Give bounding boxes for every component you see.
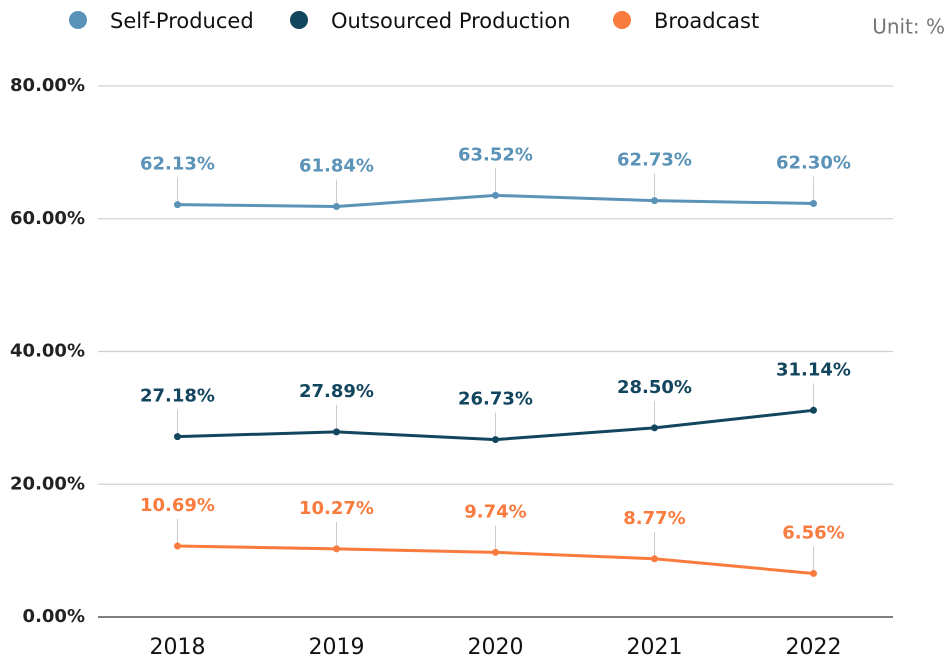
legend-label: Self-Produced <box>110 9 254 33</box>
data-label: 28.50% <box>617 377 692 398</box>
legend-label: Broadcast <box>654 9 759 33</box>
data-point <box>174 433 181 441</box>
y-tick-label: 40.00% <box>10 341 85 362</box>
data-label: 27.89% <box>299 381 374 402</box>
data-point <box>333 545 340 553</box>
x-tick-label: 2021 <box>627 635 683 660</box>
data-point <box>810 199 817 207</box>
data-label: 10.69% <box>140 495 215 516</box>
y-tick-label: 0.00% <box>23 606 85 627</box>
data-point <box>651 555 658 563</box>
data-label: 62.13% <box>140 154 215 175</box>
legend-label: Outsourced Production <box>331 9 571 33</box>
data-point <box>174 201 181 209</box>
legend-marker <box>290 11 308 29</box>
legend-marker <box>613 11 631 29</box>
x-tick-label: 2022 <box>786 635 842 660</box>
data-point <box>174 542 181 550</box>
y-tick-label: 60.00% <box>10 208 85 229</box>
data-point <box>492 436 499 444</box>
data-point <box>810 569 817 577</box>
legend-marker <box>69 11 87 29</box>
data-point <box>492 548 499 556</box>
data-label: 31.14% <box>776 359 851 380</box>
data-label: 62.30% <box>776 152 851 173</box>
data-label: 6.56% <box>782 522 844 543</box>
x-tick-label: 2020 <box>468 635 524 660</box>
y-tick-label: 20.00% <box>10 473 85 494</box>
data-label: 10.27% <box>299 498 374 519</box>
data-label: 27.18% <box>140 386 215 407</box>
x-tick-label: 2019 <box>309 635 365 660</box>
data-point <box>651 424 658 432</box>
data-label: 63.52% <box>458 144 533 165</box>
data-point <box>810 406 817 414</box>
data-label: 26.73% <box>458 389 533 410</box>
data-label: 61.84% <box>299 156 374 177</box>
data-point <box>651 197 658 205</box>
x-tick-label: 2018 <box>150 635 206 660</box>
data-label: 9.74% <box>464 501 526 522</box>
unit-label: Unit: % <box>872 15 945 39</box>
y-tick-label: 80.00% <box>10 75 85 96</box>
data-label: 8.77% <box>623 508 685 529</box>
data-point <box>333 428 340 436</box>
data-label: 62.73% <box>617 150 692 171</box>
data-point <box>333 203 340 211</box>
data-point <box>492 191 499 199</box>
